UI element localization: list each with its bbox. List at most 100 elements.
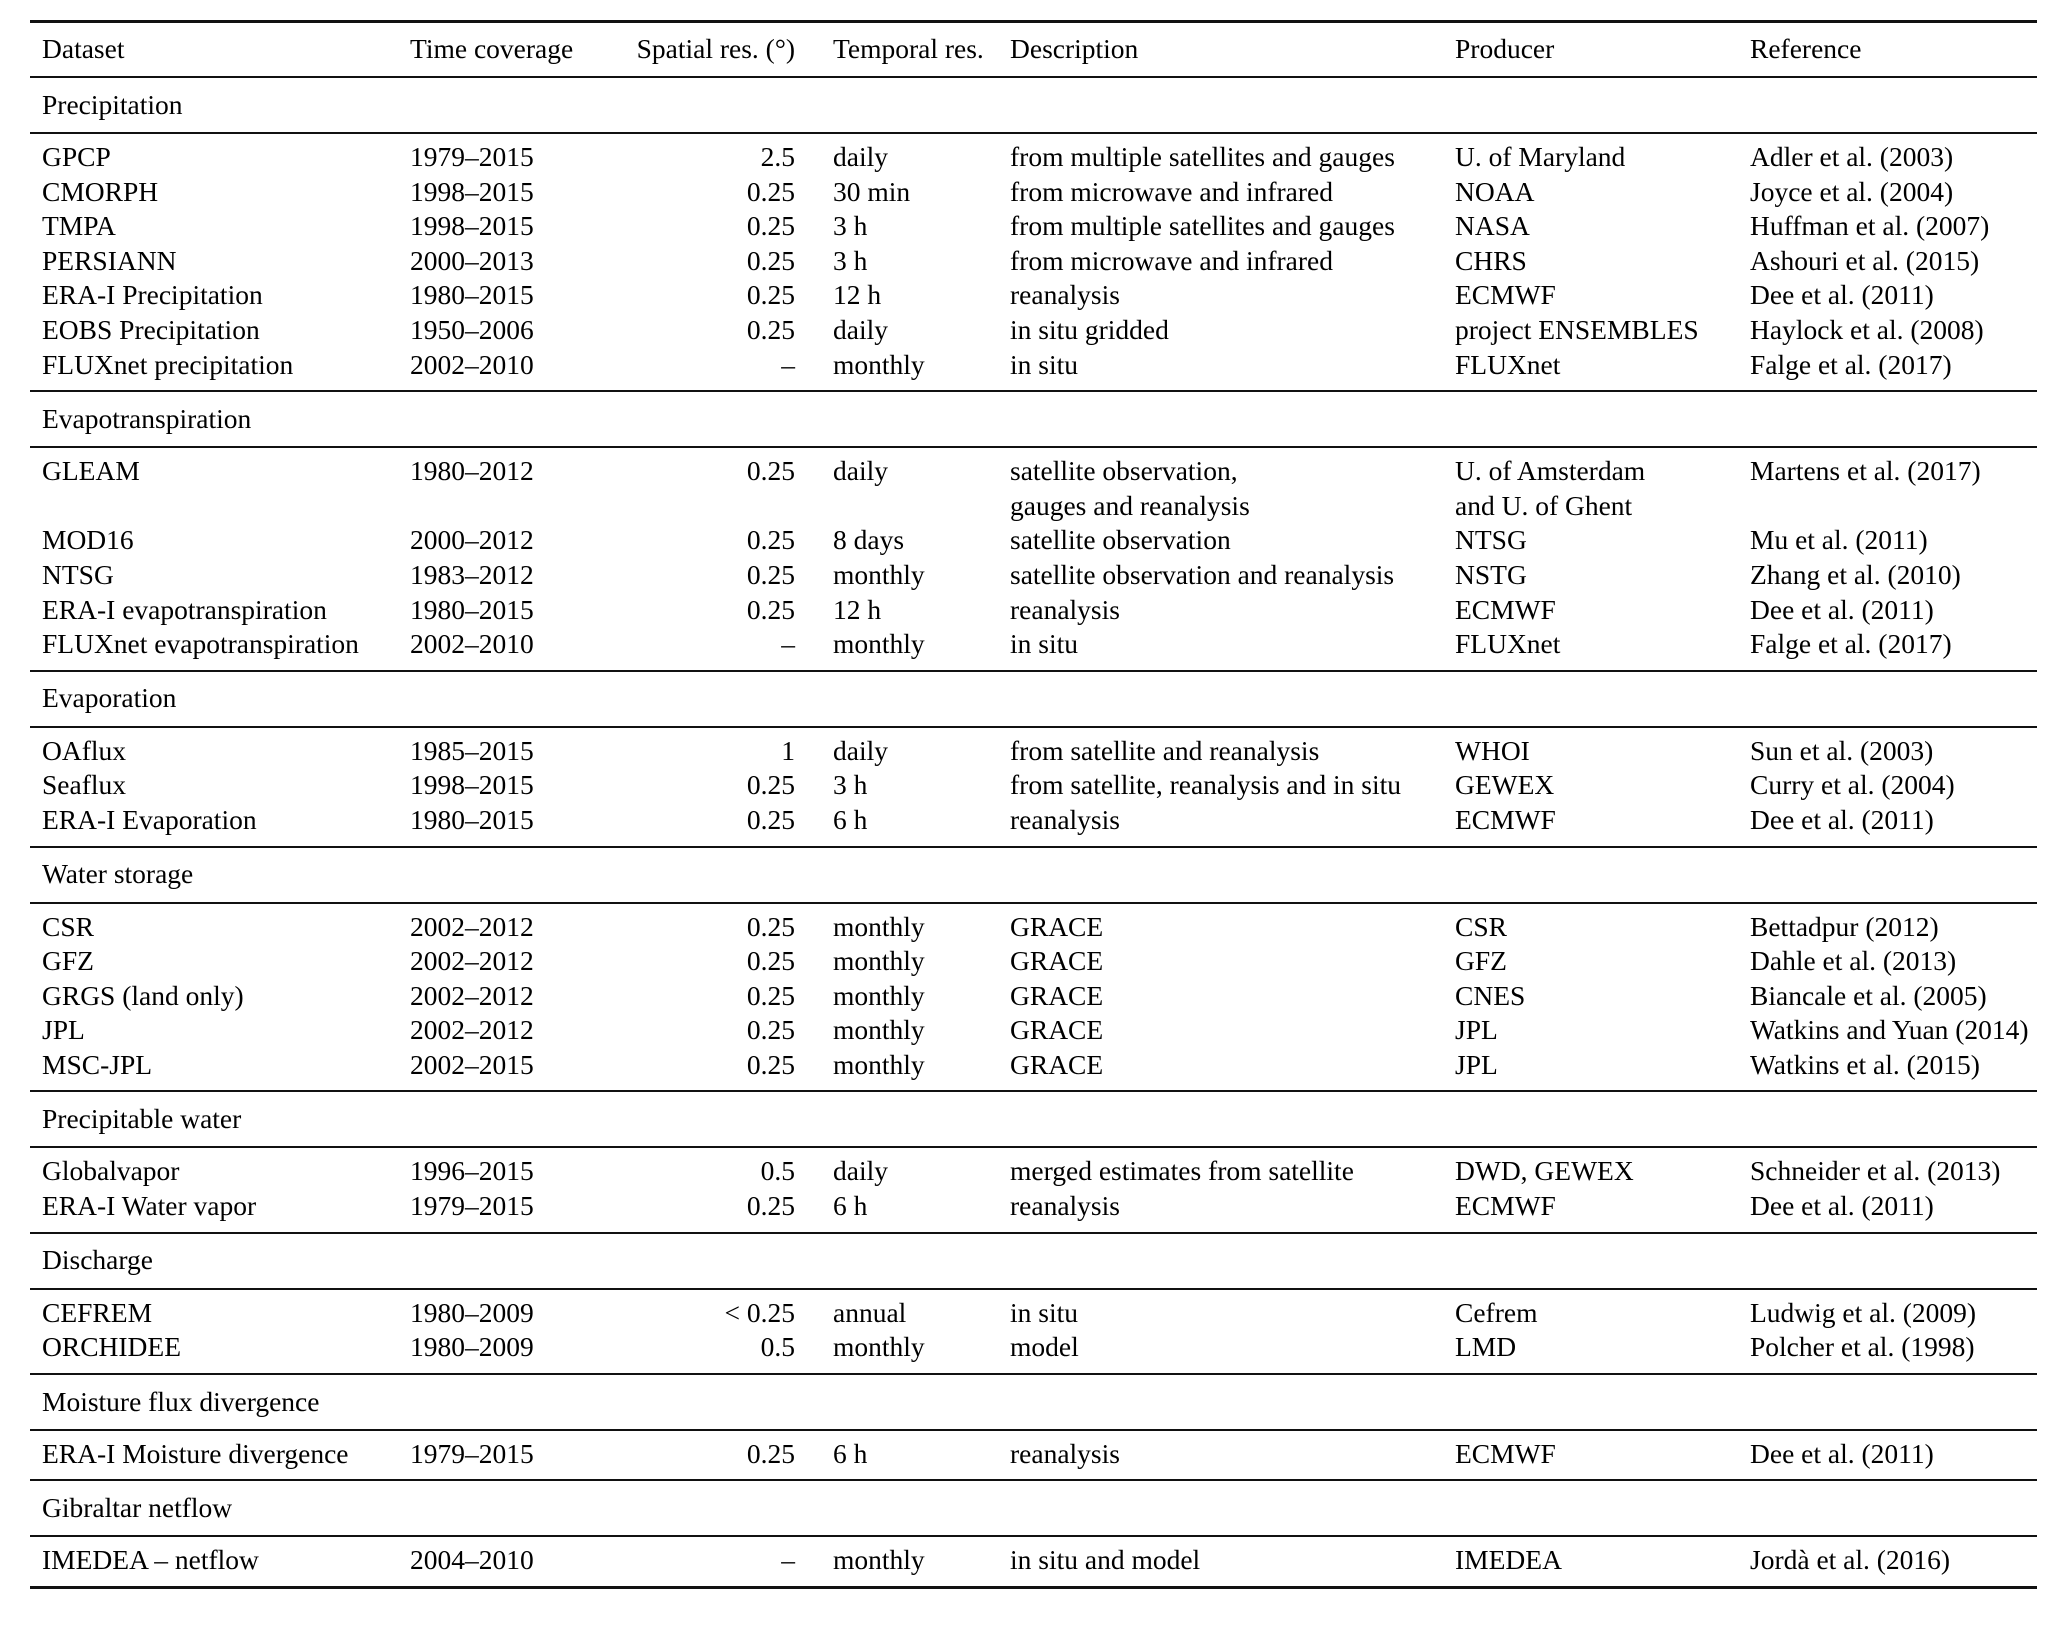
- cell-time-coverage: 1985–2015: [410, 734, 534, 766]
- cell-temporal-res: monthly: [833, 558, 925, 590]
- cell-line: GRACE: [1010, 945, 1104, 977]
- cell-reference: Watkins and Yuan (2014): [1750, 1014, 2029, 1046]
- cell-spatial-res: 0.25: [746, 313, 795, 345]
- cell-temporal-res: 12 h: [833, 593, 882, 625]
- cell-dataset: ERA-I Evaporation: [42, 803, 257, 835]
- cell-description: GRACE: [1010, 1013, 1455, 1048]
- cell-reference: Ludwig et al. (2009): [1750, 1296, 1977, 1328]
- cell-description: merged estimates from satellite: [1010, 1154, 1455, 1189]
- cell-producer: ECMWF: [1455, 593, 1750, 628]
- section-header-row: Precipitation: [30, 76, 2037, 134]
- cell-line: LMD: [1455, 1331, 1517, 1363]
- cell-producer: ECMWF: [1455, 803, 1750, 838]
- table-row: CMORPH 1998–2015 0.25 30 min from microwave …: [42, 175, 2037, 210]
- cell-spatial-res: –: [781, 1544, 795, 1576]
- cell-temporal-res: 3 h: [833, 769, 868, 801]
- cell-time-coverage: 2000–2012: [410, 524, 534, 556]
- cell-producer: FLUXnet: [1455, 348, 1750, 383]
- cell-line: from satellite and reanalysis: [1010, 734, 1320, 766]
- section-header: Evapotranspiration: [42, 402, 252, 434]
- cell-time-coverage: 1996–2015: [410, 1155, 534, 1187]
- cell-producer: Cefrem: [1455, 1296, 1750, 1331]
- cell-line: from microwave and infrared: [1010, 244, 1333, 276]
- section-header-row: Gibraltar netflow: [30, 1479, 2037, 1538]
- cell-time-coverage: 1998–2015: [410, 175, 534, 207]
- cell-line: reanalysis: [1010, 803, 1120, 835]
- cell-reference: Adler et al. (2003): [1750, 141, 1954, 172]
- cell-line: in situ gridded: [1010, 313, 1169, 345]
- table-row: GLEAM 1980–2012 0.25 daily satellite observa…: [42, 454, 2037, 523]
- cell-producer: ECMWF: [1455, 1437, 1750, 1472]
- cell-producer: DWD, GEWEX: [1455, 1154, 1750, 1189]
- cell-line: ECMWF: [1455, 803, 1556, 835]
- cell-line: Cefrem: [1455, 1296, 1538, 1328]
- cell-dataset: MSC-JPL: [42, 1048, 153, 1080]
- cell-time-coverage: 1979–2015: [410, 141, 534, 172]
- cell-producer: ECMWF: [1455, 278, 1750, 313]
- cell-spatial-res: < 0.25: [724, 1296, 795, 1328]
- cell-description: reanalysis: [1010, 1189, 1455, 1224]
- cell-temporal-res: daily: [833, 141, 888, 172]
- cell-spatial-res: 0.25: [746, 1048, 795, 1080]
- cell-reference: Haylock et al. (2008): [1750, 313, 1984, 345]
- column-header-description: Description: [1010, 33, 1139, 65]
- cell-reference: Polcher et al. (1998): [1750, 1331, 1975, 1363]
- cell-temporal-res: 8 days: [833, 524, 905, 556]
- column-header-spatial-res: Spatial res. (°): [636, 33, 795, 65]
- cell-description: reanalysis: [1010, 1437, 1455, 1472]
- table-row: CEFREM 1980–2009 < 0.25 annual in situ Cefrem…: [42, 1296, 2037, 1331]
- cell-description: GRACE: [1010, 944, 1455, 979]
- cell-spatial-res: –: [781, 348, 795, 380]
- cell-line: reanalysis: [1010, 1190, 1120, 1222]
- cell-line: IMEDEA: [1455, 1544, 1562, 1576]
- cell-time-coverage: 2002–2012: [410, 979, 534, 1011]
- cell-reference: Huffman et al. (2007): [1750, 210, 1990, 242]
- cell-dataset: CMORPH: [42, 175, 159, 207]
- section-header: Evaporation: [42, 682, 177, 714]
- cell-producer: CNES: [1455, 979, 1750, 1014]
- cell-line: CSR: [1455, 910, 1507, 942]
- table-row: CSR 2002–2012 0.25 monthly GRACE CSR Bettadpur…: [42, 910, 2037, 945]
- cell-spatial-res: 0.25: [746, 593, 795, 625]
- cell-time-coverage: 1979–2015: [410, 1437, 534, 1469]
- cell-temporal-res: monthly: [833, 628, 925, 660]
- section-header-row: Evaporation: [30, 669, 2037, 728]
- section-header-row: Moisture flux divergence: [30, 1372, 2037, 1431]
- cell-line: FLUXnet: [1455, 348, 1561, 380]
- cell-line: model: [1010, 1331, 1079, 1363]
- cell-temporal-res: 3 h: [833, 210, 868, 242]
- cell-line: reanalysis: [1010, 1437, 1120, 1469]
- cell-time-coverage: 1980–2015: [410, 279, 534, 311]
- cell-description: satellite observation: [1010, 523, 1455, 558]
- cell-producer: JPL: [1455, 1013, 1750, 1048]
- section-header: Discharge: [42, 1244, 153, 1276]
- cell-dataset: CSR: [42, 910, 94, 942]
- table-header-row: Dataset Time coverage Spatial res. (°) T…: [30, 20, 2037, 76]
- cell-dataset: ERA-I Precipitation: [42, 279, 263, 311]
- cell-time-coverage: 1980–2015: [410, 593, 534, 625]
- cell-time-coverage: 1950–2006: [410, 313, 534, 345]
- cell-description: from satellite and reanalysis: [1010, 734, 1455, 769]
- cell-producer: project ENSEMBLES: [1455, 313, 1750, 348]
- section-header-row: Discharge: [30, 1231, 2037, 1290]
- cell-reference: Joyce et al. (2004): [1750, 175, 1954, 207]
- cell-reference: Jordà et al. (2016): [1750, 1544, 1951, 1576]
- section-header: Gibraltar netflow: [42, 1492, 233, 1524]
- table-row: MOD16 2000–2012 0.25 8 days satellite observ…: [42, 523, 2037, 558]
- cell-line: NTSG: [1455, 524, 1527, 556]
- cell-line: NASA: [1455, 210, 1530, 242]
- cell-temporal-res: daily: [833, 313, 888, 345]
- table-row: OAflux 1985–2015 1 daily from satellite and …: [42, 734, 2037, 769]
- cell-dataset: Seaflux: [42, 769, 127, 801]
- cell-description: in situ gridded: [1010, 313, 1455, 348]
- cell-reference: Mu et al. (2011): [1750, 524, 1928, 556]
- cell-dataset: FLUXnet precipitation: [42, 348, 294, 380]
- cell-reference: Sun et al. (2003): [1750, 734, 1934, 766]
- cell-spatial-res: 2.5: [760, 141, 795, 172]
- cell-dataset: TMPA: [42, 210, 116, 242]
- column-header-time-coverage: Time coverage: [410, 33, 574, 65]
- section-header: Water storage: [42, 858, 194, 890]
- cell-spatial-res: 0.25: [746, 769, 795, 801]
- cell-temporal-res: daily: [833, 734, 888, 766]
- cell-reference: Schneider et al. (2013): [1750, 1155, 2001, 1187]
